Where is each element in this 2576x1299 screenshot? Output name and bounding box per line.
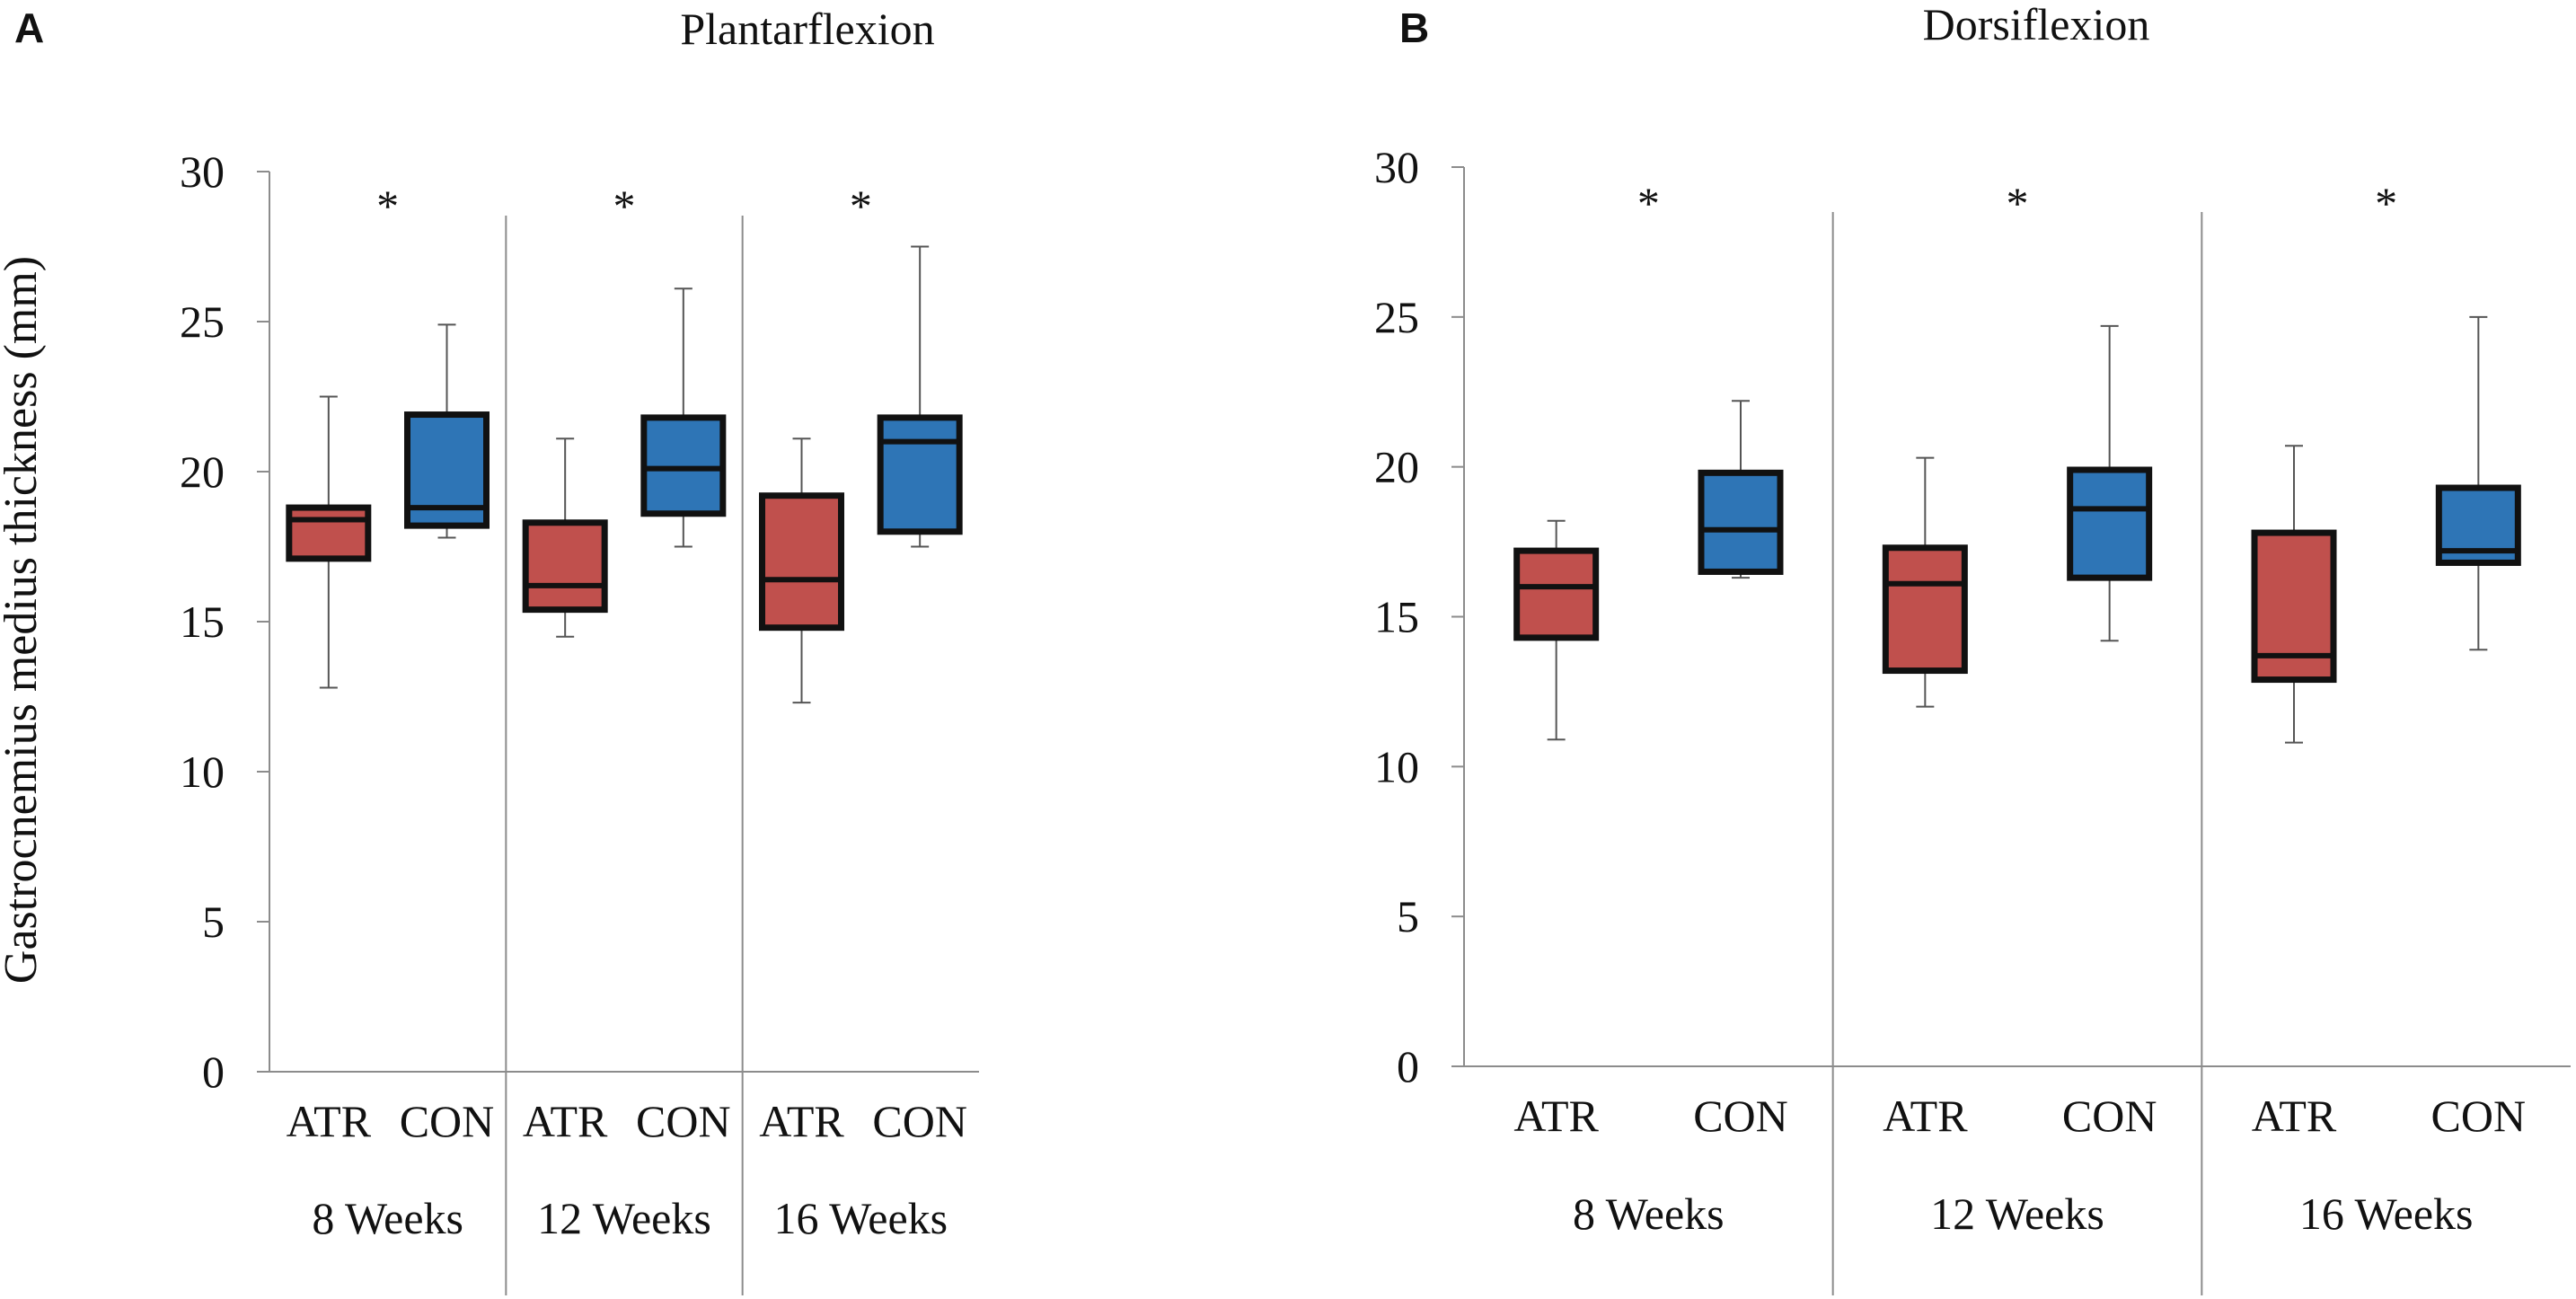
category-label-atr: ATR (2252, 1091, 2337, 1141)
y-tick-label: 5 (1397, 891, 1419, 941)
significance-star: * (850, 181, 872, 231)
category-label-atr: ATR (1883, 1091, 1968, 1141)
box-con (644, 418, 723, 514)
week-label: 16 Weeks (774, 1193, 948, 1243)
y-tick-label: 0 (1397, 1041, 1419, 1091)
category-label-atr: ATR (1513, 1091, 1599, 1141)
significance-star: * (2375, 178, 2397, 228)
box-con (1701, 473, 1780, 571)
category-label-con: CON (2431, 1091, 2527, 1141)
category-label-atr: ATR (287, 1096, 372, 1146)
box-atr (763, 496, 842, 628)
category-label-atr: ATR (523, 1096, 608, 1146)
box-atr (1885, 548, 1964, 671)
y-tick-label: 20 (180, 446, 225, 497)
chart-title: Plantarflexion (680, 4, 934, 54)
box-con (880, 418, 959, 532)
box-atr (525, 523, 604, 610)
week-label: 12 Weeks (537, 1193, 711, 1243)
y-tick-label: 10 (180, 747, 225, 797)
y-tick-label: 5 (202, 897, 225, 947)
panel-b: B Dorsiflexion 0 5 10 15 20 25 30 * 8 Weeks ATR CON *… (1374, 0, 2571, 1295)
category-label-con: CON (872, 1096, 967, 1146)
y-tick-label: 0 (202, 1047, 225, 1097)
panel-label: A (14, 4, 44, 51)
box-con (2070, 470, 2149, 578)
y-tick-label: 25 (1374, 292, 1419, 342)
significance-star: * (1637, 178, 1660, 228)
category-label-con: CON (636, 1096, 731, 1146)
y-tick-label: 20 (1374, 442, 1419, 492)
panel-a: A Plantarflexion 0 5 10 15 20 25 30 * 8 Weeks ATR CO… (14, 4, 979, 1295)
y-tick-label: 25 (180, 296, 225, 347)
y-tick-label: 30 (1374, 142, 1419, 192)
significance-star: * (376, 181, 399, 231)
category-label-atr: ATR (759, 1096, 844, 1146)
box-atr (1517, 551, 1596, 638)
y-tick-label: 30 (180, 146, 225, 197)
y-tick-label: 15 (1374, 592, 1419, 642)
y-tick-label: 15 (180, 596, 225, 647)
chart-title: Dorsiflexion (1923, 0, 2150, 49)
week-label: 12 Weeks (1930, 1189, 2104, 1239)
y-tick-label: 10 (1374, 741, 1419, 791)
box-plot-figure: Gastrocnemius medius thickness (mm) A Pla… (0, 0, 2576, 1299)
category-label-con: CON (1693, 1091, 1788, 1141)
week-label: 8 Weeks (1573, 1189, 1725, 1239)
category-label-con: CON (400, 1096, 495, 1146)
significance-star: * (613, 181, 636, 231)
panel-label: B (1399, 4, 1429, 51)
y-axis-label: Gastrocnemius medius thickness (mm) (0, 256, 47, 984)
week-label: 8 Weeks (312, 1193, 463, 1243)
significance-star: * (2007, 178, 2029, 228)
week-label: 16 Weeks (2299, 1189, 2474, 1239)
box-atr (289, 508, 368, 559)
category-label-con: CON (2062, 1091, 2157, 1141)
